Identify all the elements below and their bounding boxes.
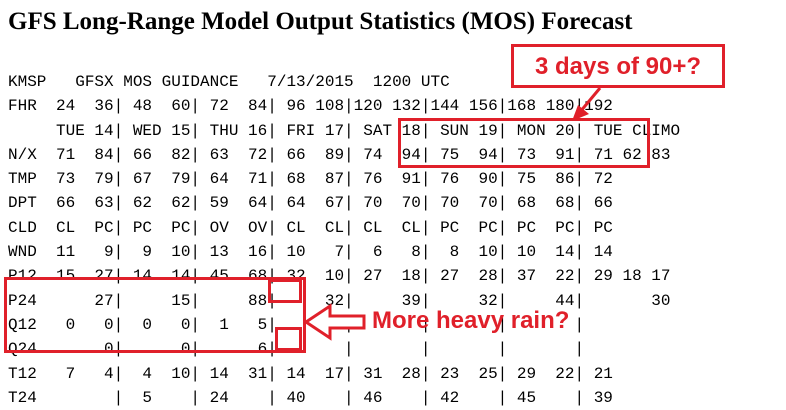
page-title: GFS Long-Range Model Output Statistics (… bbox=[8, 8, 633, 35]
mos-row-nx: N/X 71 84| 66 82| 63 72| 66 89| 74 94| 7… bbox=[8, 145, 671, 164]
mos-row-q24: Q24 0| 0| 6| | | | | bbox=[8, 340, 585, 359]
mos-guidance-table: KMSP GFSX MOS GUIDANCE 7/13/2015 1200 UT… bbox=[8, 70, 680, 410]
heat-callout-label: 3 days of 90+? bbox=[534, 53, 702, 80]
mos-row-t12: T12 7 4| 4 10| 14 31| 14 17| 31 28| 23 2… bbox=[8, 364, 613, 383]
heat-highlight-box bbox=[398, 118, 650, 168]
mos-row-p12: P12 15 27| 14 14| 45 68| 32 10| 27 18| 2… bbox=[8, 267, 671, 286]
mos-row-dpt: DPT 66 63| 62 62| 59 64| 64 67| 70 70| 7… bbox=[8, 194, 613, 213]
mos-header-line: KMSP GFSX MOS GUIDANCE 7/13/2015 1200 UT… bbox=[8, 73, 450, 91]
rain-callout-label: More heavy rain? bbox=[372, 307, 570, 334]
mos-row-wnd: WND 11 9| 9 10| 13 16| 10 7| 6 8| 8 10| … bbox=[8, 243, 613, 262]
rain-highlight-box bbox=[4, 277, 306, 353]
mos-row-cld: CLD CL PC| PC PC| OV OV| CL CL| CL CL| P… bbox=[8, 218, 613, 237]
mos-row-p24: P24 27| 15| 88| 32| 39| 32| 44| 30 bbox=[8, 291, 671, 310]
q24-6-highlight bbox=[275, 327, 302, 351]
mos-row-t24: T24 | 5 | 24 | 40 | 46 | 42 | 45 | 39 bbox=[8, 388, 613, 407]
heat-callout-box: 3 days of 90+? bbox=[511, 44, 725, 88]
mos-row-fhr: FHR 24 36| 48 60| 72 84| 96 108|120 132|… bbox=[8, 97, 613, 116]
mos-row-days: TUE 14| WED 15| THU 16| FRI 17| SAT 18| … bbox=[8, 121, 681, 140]
p24-88-highlight bbox=[268, 279, 302, 303]
mos-row-q12: Q12 0 0| 0 0| 1 5| | | | | bbox=[8, 315, 585, 334]
mos-row-tmp: TMP 73 79| 67 79| 64 71| 68 87| 76 91| 7… bbox=[8, 170, 613, 189]
